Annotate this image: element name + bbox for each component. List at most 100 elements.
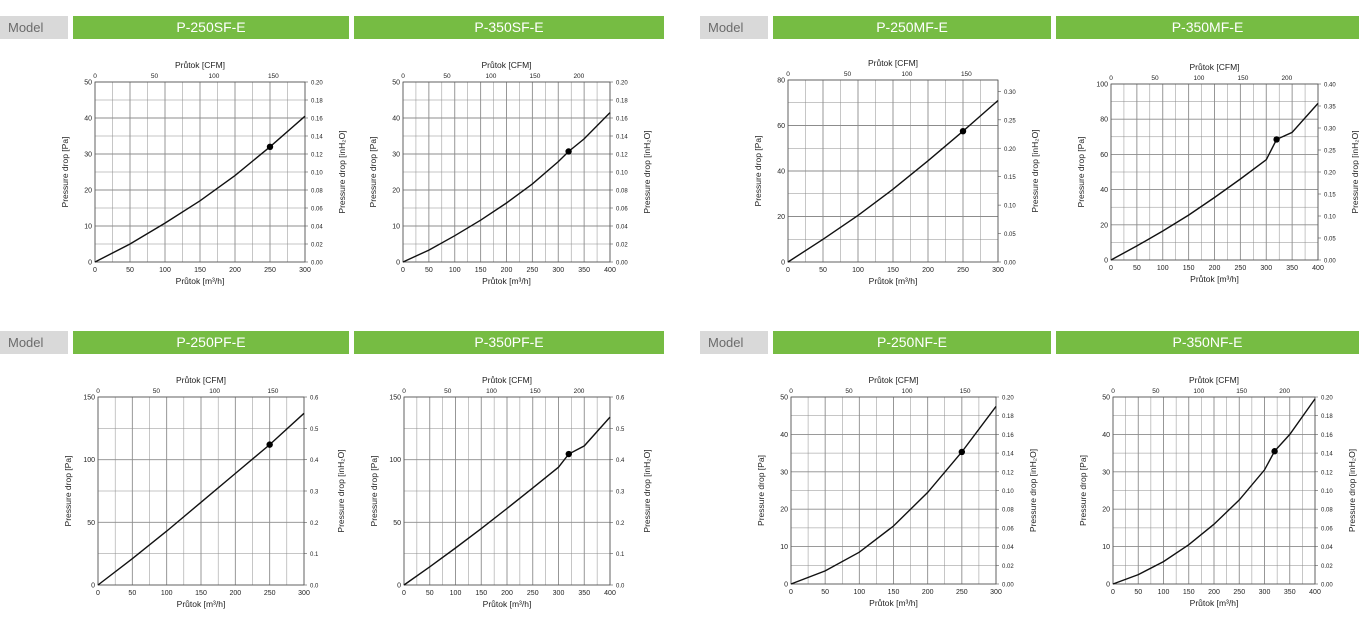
y2-tick-label: 0.00 — [1004, 261, 1016, 267]
y2-tick-label: 0.06 — [616, 207, 628, 213]
model-name-p-350nf-e: P-350NF-E — [1056, 331, 1359, 354]
y-tick-label: 20 — [780, 507, 788, 514]
y-tick-label: 40 — [780, 432, 788, 439]
x2-tick-label: 0 — [93, 73, 97, 80]
y2-tick-label: 0.02 — [1002, 564, 1014, 570]
x-tick-label: 150 — [887, 267, 899, 274]
y2-tick-label: 0.1 — [616, 552, 625, 558]
y2-tick-label: 0.5 — [616, 427, 625, 433]
model-header-row-4: Model P-250NF-E P-350NF-E — [700, 331, 1359, 354]
y-tick-label: 80 — [777, 78, 785, 85]
y2-axis-label: Pressure drop [inH₂O] — [1028, 449, 1038, 532]
model-label: Model — [0, 16, 68, 39]
y2-axis-label: Pressure drop [inH₂O] — [1030, 129, 1040, 212]
y2-tick-label: 0.04 — [311, 225, 323, 231]
x-tick-label: 300 — [299, 267, 311, 274]
x2-tick-label: 150 — [1237, 75, 1248, 82]
x2-tick-label: 0 — [401, 73, 405, 80]
x2-axis-label: Průtok [CFM] — [868, 375, 918, 385]
x2-tick-label: 100 — [209, 388, 220, 395]
x-tick-label: 100 — [449, 267, 461, 274]
y2-tick-label: 0.2 — [616, 521, 625, 527]
y2-tick-label: 0.12 — [1321, 470, 1333, 476]
x2-tick-label: 200 — [1281, 75, 1292, 82]
y-tick-label: 40 — [84, 116, 92, 123]
y-tick-label: 40 — [777, 169, 785, 176]
y2-tick-label: 0.15 — [1324, 193, 1336, 199]
y2-tick-label: 0.18 — [311, 99, 323, 105]
model-name-p-250sf-e: P-250SF-E — [73, 16, 349, 39]
y2-tick-label: 0.20 — [616, 81, 628, 87]
x-tick-label: 300 — [1259, 589, 1271, 596]
x-tick-label: 200 — [922, 589, 934, 596]
pressure-drop-curve — [402, 112, 611, 263]
y2-tick-label: 0.02 — [1321, 564, 1333, 570]
y2-tick-label: 0.10 — [311, 171, 323, 177]
y2-tick-label: 0.12 — [616, 153, 628, 159]
y2-tick-label: 0.08 — [616, 189, 628, 195]
y-tick-label: 40 — [392, 116, 400, 123]
y2-tick-label: 0.16 — [311, 117, 323, 123]
x-tick-label: 50 — [126, 267, 134, 274]
x-tick-label: 200 — [1209, 265, 1221, 272]
y2-tick-label: 0.2 — [310, 521, 319, 527]
x-tick-label: 350 — [1286, 265, 1298, 272]
y2-tick-label: 0.25 — [1324, 149, 1336, 155]
y2-tick-label: 0.04 — [616, 225, 628, 231]
x-axis-label: Průtok [m³/h] — [482, 276, 531, 286]
y-tick-label: 0 — [784, 582, 788, 589]
operating-point-marker — [266, 441, 273, 448]
x-tick-label: 150 — [195, 590, 207, 597]
y2-tick-label: 0.04 — [1002, 545, 1014, 551]
y-tick-label: 20 — [84, 188, 92, 195]
x2-tick-label: 0 — [786, 71, 790, 78]
x-tick-label: 50 — [819, 267, 827, 274]
x-tick-label: 50 — [128, 590, 136, 597]
y2-tick-label: 0.25 — [1004, 118, 1016, 124]
x-tick-label: 350 — [578, 267, 590, 274]
y-axis-label: Pressure drop [Pa] — [753, 136, 763, 207]
y-tick-label: 150 — [389, 395, 401, 402]
x-tick-label: 100 — [1158, 589, 1170, 596]
x-tick-label: 150 — [888, 589, 900, 596]
y2-tick-label: 0.0 — [310, 584, 319, 590]
y2-axis-label: Pressure drop [inH₂O] — [642, 449, 652, 532]
x-tick-label: 250 — [264, 267, 276, 274]
model-name-p-250pf-e: P-250PF-E — [73, 331, 349, 354]
x-tick-label: 0 — [1111, 589, 1115, 596]
x2-tick-label: 0 — [96, 388, 100, 395]
y2-axis-label: Pressure drop [inH₂O] — [642, 130, 652, 213]
y2-tick-label: 0.3 — [310, 490, 319, 496]
y-tick-label: 60 — [777, 123, 785, 130]
x2-tick-label: 100 — [902, 388, 913, 395]
y-axis-label: Pressure drop [Pa] — [369, 456, 379, 527]
plot-frame — [787, 79, 999, 263]
model-header-row-3: Model P-250PF-E P-350PF-E — [0, 331, 664, 354]
x2-tick-label: 50 — [443, 73, 451, 80]
y-tick-label: 20 — [1100, 222, 1108, 229]
y2-axis-label: Pressure drop [inH₂O] — [336, 449, 346, 532]
y-axis-label: Pressure drop [Pa] — [756, 455, 766, 526]
x-tick-label: 300 — [992, 267, 1004, 274]
x-tick-label: 200 — [229, 590, 241, 597]
x-tick-label: 0 — [402, 590, 406, 597]
y2-tick-label: 0.00 — [311, 261, 323, 267]
x-tick-label: 0 — [96, 590, 100, 597]
y2-tick-label: 0.0 — [616, 584, 625, 590]
y2-tick-label: 0.18 — [1002, 414, 1014, 420]
y2-tick-label: 0.4 — [310, 458, 319, 464]
operating-point-marker — [1271, 448, 1278, 455]
x2-tick-label: 100 — [1193, 388, 1204, 395]
y2-tick-label: 0.10 — [1004, 204, 1016, 210]
x-tick-label: 350 — [1284, 589, 1296, 596]
x-tick-label: 250 — [956, 589, 968, 596]
x-tick-label: 200 — [501, 267, 513, 274]
x-tick-label: 150 — [475, 267, 487, 274]
model-label: Model — [700, 16, 768, 39]
y-tick-label: 0 — [1104, 258, 1108, 265]
